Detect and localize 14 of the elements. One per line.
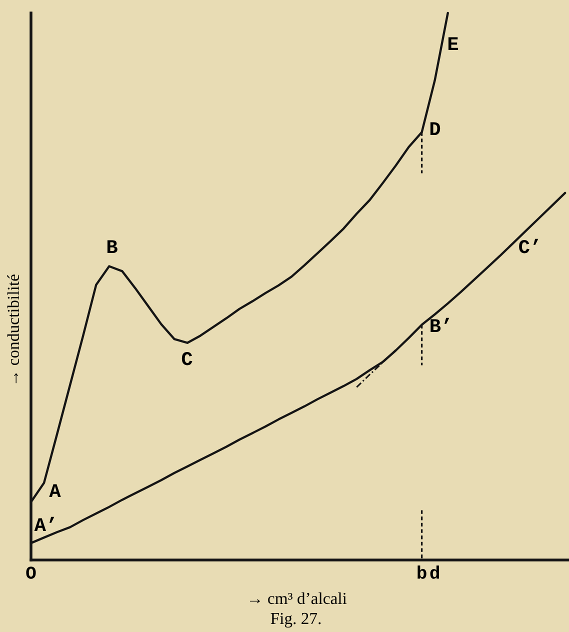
x-axis-title: → cm³ d’alcali xyxy=(250,592,347,604)
annotation: D xyxy=(430,122,440,136)
x-tick-label: b xyxy=(418,566,426,579)
annotation: C’ xyxy=(519,238,538,254)
annotation: C xyxy=(182,352,192,366)
annotation: A’ xyxy=(34,516,54,532)
x-tick-label: O xyxy=(26,566,36,579)
x-tick-label: d xyxy=(430,566,440,579)
caption: Fig. 27. xyxy=(270,612,321,628)
annotation: E xyxy=(448,37,458,50)
annotation: B’ xyxy=(430,318,450,332)
y-axis-title: → conductibilité xyxy=(7,274,20,384)
annotation: B xyxy=(107,240,118,254)
annotation: A xyxy=(49,484,61,498)
